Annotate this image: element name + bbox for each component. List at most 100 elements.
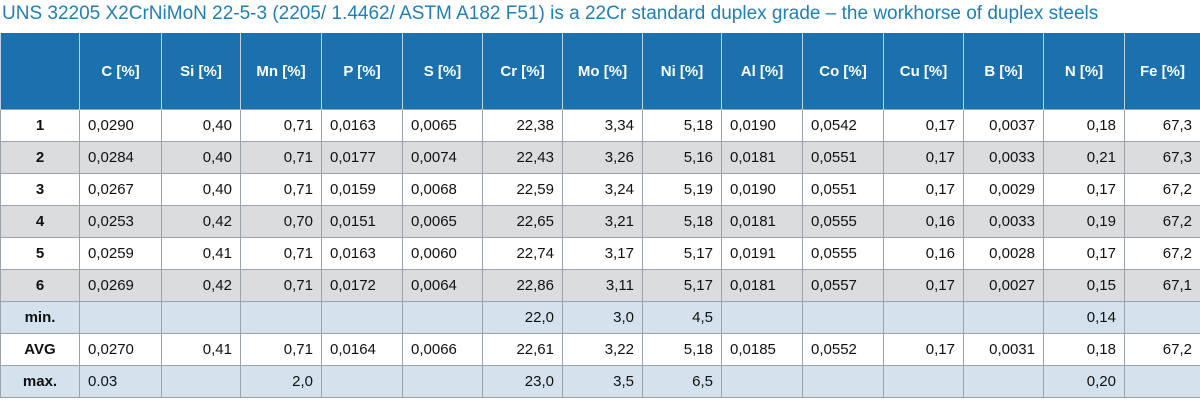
table-cell [161, 301, 241, 334]
table-cell: 0,0290 [79, 109, 162, 142]
table-cell: 5,17 [642, 237, 722, 270]
table-cell: 0,17 [1043, 237, 1125, 270]
header-cell: P [%] [321, 33, 403, 110]
table-cell: 0,0190 [721, 173, 803, 206]
table-cell: 67,1 [1124, 269, 1200, 302]
table-cell: 22,86 [482, 269, 563, 302]
table-cell: 0,0284 [79, 141, 162, 174]
row-label: 3 [0, 173, 80, 206]
table-cell: 0,70 [240, 205, 322, 238]
table-cell: 0,0172 [321, 269, 403, 302]
row-label: 2 [0, 141, 80, 174]
table-cell [321, 301, 403, 334]
table-cell: 0,18 [1043, 333, 1125, 366]
table-cell: 0,0066 [402, 333, 483, 366]
table-cell: 0,0163 [321, 237, 403, 270]
table-cell: 0,0253 [79, 205, 162, 238]
header-cell: C [%] [79, 33, 162, 110]
table-cell: 5,16 [642, 141, 722, 174]
table-cell: 0,40 [161, 141, 241, 174]
table-cell: 0,71 [240, 237, 322, 270]
table-cell: 0,0029 [963, 173, 1044, 206]
table-cell: 0,18 [1043, 109, 1125, 142]
table-cell: 0,21 [1043, 141, 1125, 174]
table-cell: 0,0259 [79, 237, 162, 270]
table-cell: 0,17 [883, 269, 964, 302]
header-cell: S [%] [402, 33, 483, 110]
table-cell [161, 365, 241, 398]
table-cell: 22,74 [482, 237, 563, 270]
table-cell: 0,0064 [402, 269, 483, 302]
header-cell: Al [%] [721, 33, 803, 110]
table-cell: 0,0181 [721, 205, 803, 238]
table-cell: 5,18 [642, 205, 722, 238]
table-cell: 0,0074 [402, 141, 483, 174]
table-cell: 0,0177 [321, 141, 403, 174]
table-cell: 3,26 [562, 141, 643, 174]
header-cell: N [%] [1043, 33, 1125, 110]
table-cell: 22,65 [482, 205, 563, 238]
table-cell: 0,0557 [802, 269, 884, 302]
table-cell: 0,0270 [79, 333, 162, 366]
table-cell [721, 301, 803, 334]
table-cell: 0,40 [161, 109, 241, 142]
table-cell: 0.03 [79, 365, 162, 398]
table-cell: 0,0185 [721, 333, 803, 366]
table-cell: 67,2 [1124, 237, 1200, 270]
table-row: max. 0.03 2,0 23,0 3,5 6,5 0,20 [0, 365, 1200, 398]
table-cell: 0,0181 [721, 269, 803, 302]
table-cell: 0,0037 [963, 109, 1044, 142]
table-row: min. 22,0 3,0 4,5 0,14 [0, 301, 1200, 334]
header-row: C [%] Si [%] Mn [%] P [%] S [%] Cr [%] Mo [%] N… [0, 33, 1200, 110]
table-cell: 0,40 [161, 173, 241, 206]
table-cell: 0,15 [1043, 269, 1125, 302]
table-cell: 0,0552 [802, 333, 884, 366]
table-cell: 0,42 [161, 269, 241, 302]
table-cell: 0,20 [1043, 365, 1125, 398]
table-cell: 0,0033 [963, 205, 1044, 238]
table-cell: 67,2 [1124, 205, 1200, 238]
table-cell: 3,17 [562, 237, 643, 270]
table-cell: 0,0551 [802, 141, 884, 174]
table-cell: 0,19 [1043, 205, 1125, 238]
table-cell [402, 365, 483, 398]
table-row: 2 0,0284 0,40 0,71 0,0177 0,0074 22,43 3,26 5,16… [0, 141, 1200, 174]
table-cell: 5,18 [642, 109, 722, 142]
row-label: min. [0, 301, 80, 334]
table-cell: 0,0181 [721, 141, 803, 174]
row-label: 1 [0, 109, 80, 142]
header-cell: Si [%] [161, 33, 241, 110]
table-cell: 22,43 [482, 141, 563, 174]
table-cell: 0,0060 [402, 237, 483, 270]
table-cell [963, 365, 1044, 398]
table-body: 1 0,0290 0,40 0,71 0,0163 0,0065 22,38 3,34 5,18… [0, 109, 1200, 398]
table-cell: 22,38 [482, 109, 563, 142]
table-cell: 22,59 [482, 173, 563, 206]
table-caption: UNS 32205 X2CrNiMoN 22-5-3 (2205/ 1.4462… [2, 3, 1099, 24]
table-cell: 0,0267 [79, 173, 162, 206]
table-cell: 2,0 [240, 365, 322, 398]
table-cell: 0,71 [240, 173, 322, 206]
header-cell: Ni [%] [642, 33, 722, 110]
table-cell [240, 301, 322, 334]
table-cell: 0,16 [883, 237, 964, 270]
table-cell: 23,0 [482, 365, 563, 398]
table-cell: 5,19 [642, 173, 722, 206]
table-cell: 3,21 [562, 205, 643, 238]
table-cell [1124, 365, 1200, 398]
table-cell [802, 365, 884, 398]
table-cell: 22,61 [482, 333, 563, 366]
table-cell [802, 301, 884, 334]
table-cell [79, 301, 162, 334]
row-label: max. [0, 365, 80, 398]
table-row: AVG 0,0270 0,41 0,71 0,0164 0,0066 22,61 3,22 5,… [0, 333, 1200, 366]
header-cell: Co [%] [802, 33, 884, 110]
header-cell: Mo [%] [562, 33, 643, 110]
table-cell: 0,0191 [721, 237, 803, 270]
table-cell: 3,5 [562, 365, 643, 398]
table-cell: 0,0190 [721, 109, 803, 142]
table-cell [1124, 301, 1200, 334]
table-cell: 0,0159 [321, 173, 403, 206]
table-cell: 0,42 [161, 205, 241, 238]
table-cell [321, 365, 403, 398]
